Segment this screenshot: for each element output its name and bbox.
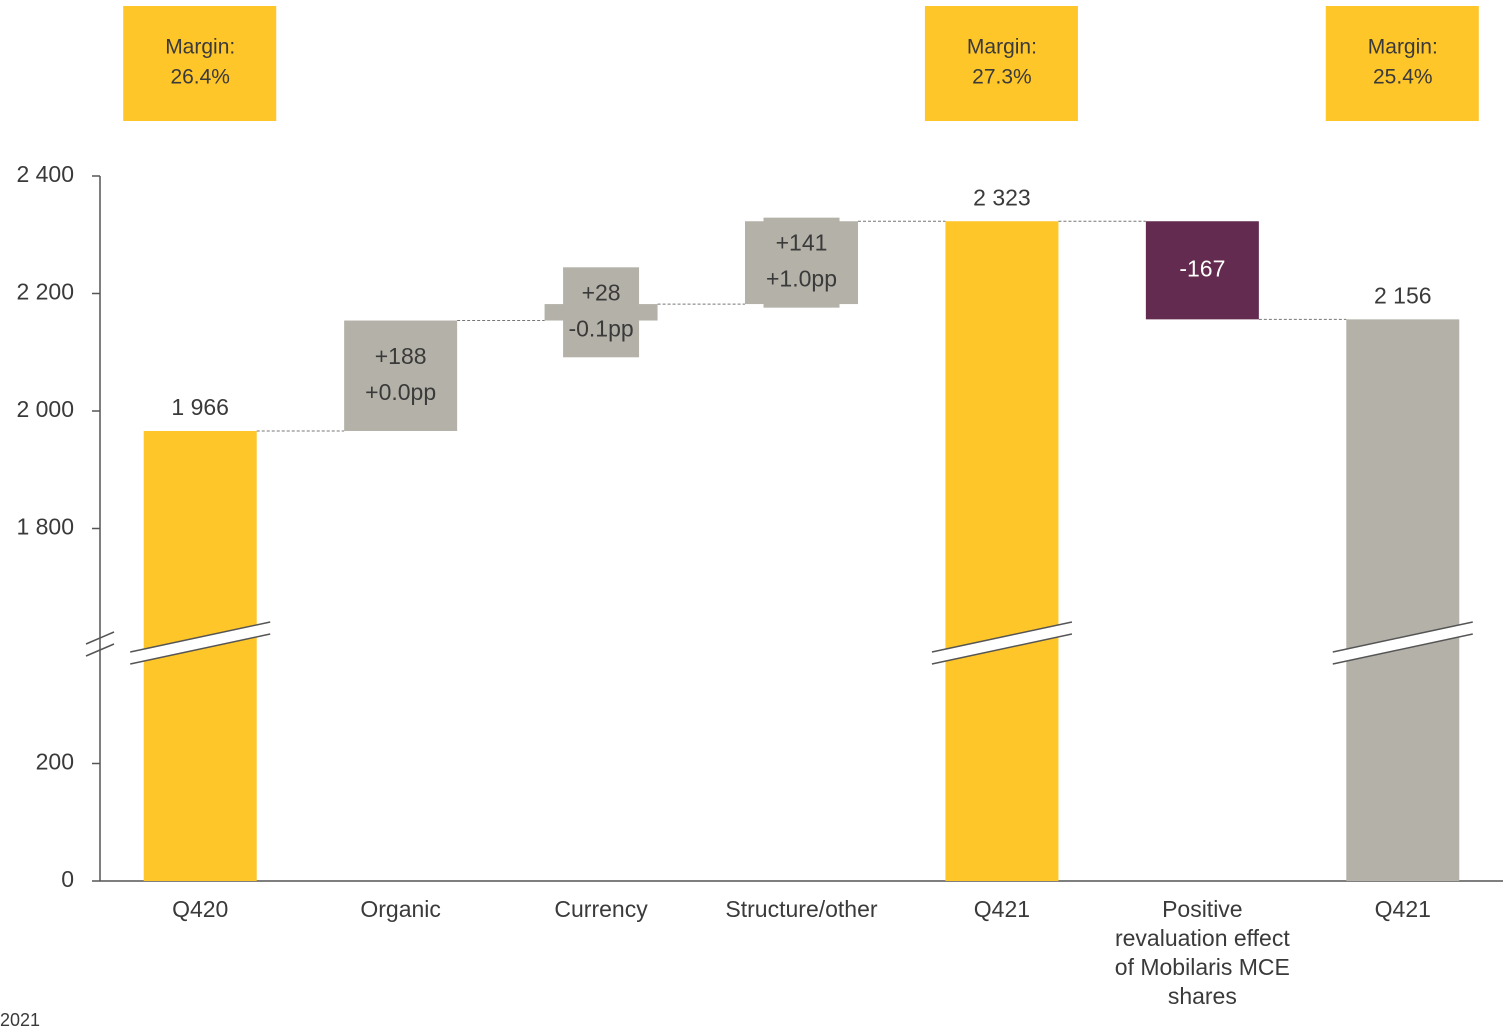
y-tick-label: 2 000 [16,396,74,422]
bar [1145,221,1259,320]
axis-break-line [931,621,1073,653]
margin-box [1325,6,1479,121]
footnote: 2021 [0,1010,41,1030]
margin-value: 25.4% [1373,66,1433,89]
margin-change-label: +1.0pp [766,266,837,292]
x-tick-label: Currency [554,896,648,922]
value-label: 1 966 [171,394,229,420]
x-tick-label: Q420 [172,896,229,922]
x-tick-label: Positive revaluation effect of Mobilaris… [1114,896,1290,1009]
value-label: +141 [776,230,828,256]
bar [544,304,658,321]
axis-break-line [931,633,1073,665]
bar [344,320,458,431]
margin-title: Margin: [1368,36,1438,59]
bar [745,221,858,305]
bar [1346,319,1460,882]
margin-box [123,6,277,121]
value-label: -167 [1179,255,1225,281]
margin-value: 26.4% [170,66,230,89]
bar [945,221,1059,882]
axis-break-line [85,631,115,645]
y-tick-label: 1 800 [16,514,74,540]
axis-break [931,622,1072,664]
axis-break-line [1332,633,1473,665]
axis-break-line [130,633,271,665]
margin-box [924,6,1078,121]
x-tick-label: Q421 [1374,896,1431,922]
y-tick-label: 2 400 [16,161,74,187]
margin-value: 27.3% [972,66,1032,89]
axis-break [1332,622,1473,664]
value-label: 2 323 [973,184,1031,210]
margin-change-label: +0.0pp [365,379,436,405]
axis-break-line [130,621,271,653]
value-label: +188 [375,343,427,369]
axis-break [130,622,271,664]
x-tick-label: Organic [360,896,441,922]
margin-title: Margin: [967,36,1037,59]
value-label: 2 156 [1374,282,1432,308]
x-tick-label: Structure/other [725,896,878,922]
value-label: +28 [582,279,621,305]
margin-change-label: -0.1pp [568,315,633,341]
axis-break-line [85,643,115,657]
y-tick-label: 2 200 [16,279,74,305]
x-tick-label: Q421 [973,896,1031,922]
y-tick-label: 200 [36,749,74,775]
y-tick-label: 0 [61,866,74,892]
margin-title: Margin: [165,36,235,59]
axis-break-line [1332,621,1473,653]
